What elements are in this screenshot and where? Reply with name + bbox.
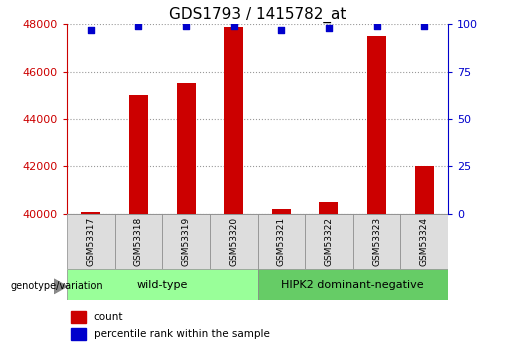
- Text: GSM53321: GSM53321: [277, 217, 286, 266]
- FancyBboxPatch shape: [210, 214, 258, 269]
- Point: [230, 23, 238, 29]
- FancyBboxPatch shape: [67, 214, 114, 269]
- Text: genotype/variation: genotype/variation: [10, 281, 103, 290]
- Point: [87, 27, 95, 32]
- Text: count: count: [94, 312, 123, 322]
- Bar: [129, 95, 148, 214]
- Bar: [71, 310, 86, 323]
- Text: GSM53317: GSM53317: [87, 217, 95, 266]
- Bar: [177, 83, 196, 214]
- Title: GDS1793 / 1415782_at: GDS1793 / 1415782_at: [169, 7, 346, 23]
- Polygon shape: [54, 279, 67, 294]
- Text: percentile rank within the sample: percentile rank within the sample: [94, 329, 269, 339]
- FancyBboxPatch shape: [305, 214, 353, 269]
- FancyBboxPatch shape: [353, 214, 401, 269]
- Text: GSM53318: GSM53318: [134, 217, 143, 266]
- FancyBboxPatch shape: [258, 269, 448, 300]
- FancyBboxPatch shape: [162, 214, 210, 269]
- Text: GSM53319: GSM53319: [182, 217, 191, 266]
- Bar: [415, 166, 434, 214]
- Text: GSM53324: GSM53324: [420, 217, 428, 266]
- Bar: [71, 328, 86, 340]
- Bar: [319, 202, 338, 214]
- Text: GSM53320: GSM53320: [229, 217, 238, 266]
- Text: GSM53323: GSM53323: [372, 217, 381, 266]
- FancyBboxPatch shape: [67, 269, 258, 300]
- Bar: [224, 27, 243, 214]
- Point: [372, 23, 381, 29]
- Text: HIPK2 dominant-negative: HIPK2 dominant-negative: [282, 280, 424, 289]
- FancyBboxPatch shape: [258, 214, 305, 269]
- Point: [325, 25, 333, 31]
- Bar: [81, 211, 100, 214]
- FancyBboxPatch shape: [114, 214, 162, 269]
- Point: [277, 27, 285, 32]
- Text: GSM53322: GSM53322: [324, 217, 333, 266]
- Bar: [367, 36, 386, 214]
- Text: wild-type: wild-type: [136, 280, 188, 289]
- Point: [420, 23, 428, 29]
- Bar: [272, 209, 291, 214]
- Point: [182, 23, 190, 29]
- Point: [134, 23, 143, 29]
- FancyBboxPatch shape: [401, 214, 448, 269]
